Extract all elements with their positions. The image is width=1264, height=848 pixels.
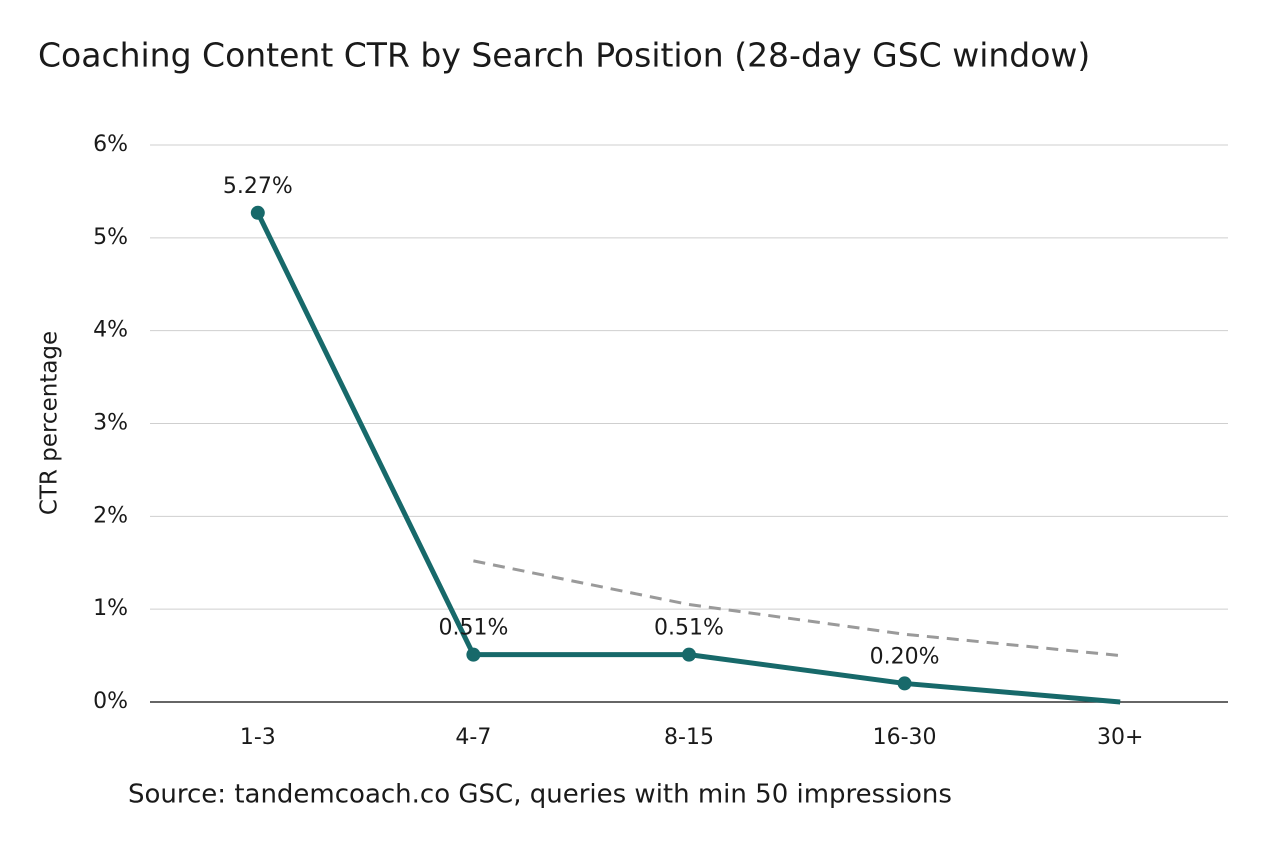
y-tick-label: 3% — [93, 411, 128, 436]
data-label: 0.20% — [870, 644, 940, 669]
data-point — [897, 676, 912, 691]
x-tick-label: 30+ — [1097, 725, 1143, 750]
y-tick-label: 5% — [93, 225, 128, 250]
y-tick-label: 0% — [93, 689, 128, 714]
chart-title: Coaching Content CTR by Search Position … — [38, 36, 1090, 75]
y-tick-label: 1% — [93, 596, 128, 621]
data-label: 0.51% — [654, 616, 724, 641]
y-tick-label: 2% — [93, 503, 128, 528]
data-point — [682, 647, 696, 662]
y-tick-label: 4% — [93, 318, 128, 343]
x-tick-label: 16-30 — [873, 725, 937, 750]
trend-line — [473, 559, 1121, 658]
x-tick-label: 8-15 — [664, 725, 714, 750]
data-point — [250, 205, 265, 220]
x-tick-label: 1-3 — [240, 725, 276, 750]
x-tick-label: 4-7 — [455, 725, 491, 750]
data-point — [466, 647, 481, 662]
y-axis-label: CTR percentage — [37, 331, 63, 515]
source-note: Source: tandemcoach.co GSC, queries with… — [128, 780, 952, 810]
y-tick-label: 6% — [93, 132, 128, 157]
data-label: 5.27% — [223, 174, 293, 199]
data-label: 0.51% — [438, 616, 508, 641]
